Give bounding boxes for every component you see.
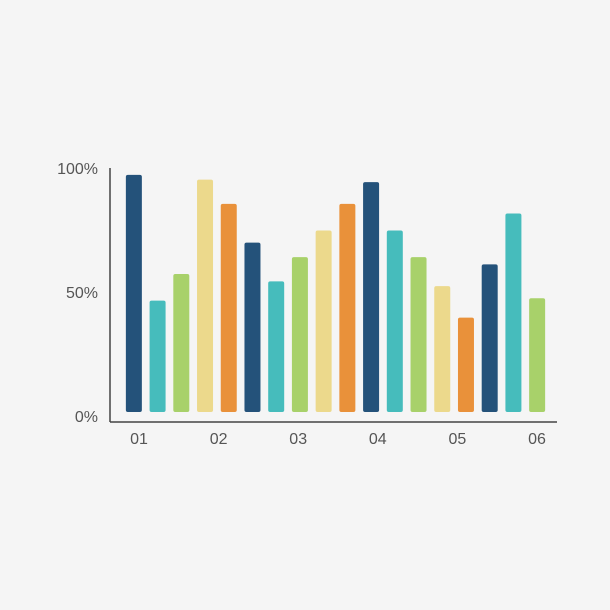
bar (220, 203, 237, 412)
bar (149, 300, 166, 412)
bar (268, 281, 285, 412)
y-tick-label: 100% (57, 161, 98, 178)
bar (410, 257, 427, 412)
bar (291, 257, 308, 412)
bar (481, 264, 498, 412)
x-tick-label: 05 (449, 431, 467, 448)
bar (315, 230, 332, 412)
bar (197, 179, 214, 412)
bar (386, 230, 403, 412)
y-tick-label: 50% (66, 285, 98, 302)
x-tick-label: 04 (369, 431, 387, 448)
y-tick-label: 0% (75, 409, 98, 426)
bar (339, 203, 356, 412)
x-tick-label: 01 (130, 431, 148, 448)
bar (173, 274, 190, 412)
x-tick-label: 06 (528, 431, 546, 448)
x-tick-label: 03 (289, 431, 307, 448)
bar (434, 286, 451, 412)
bar (244, 242, 261, 412)
bar (505, 213, 522, 412)
bar (457, 317, 474, 412)
x-tick-label: 02 (210, 431, 228, 448)
bar (529, 298, 546, 412)
bar (363, 182, 380, 412)
bar (125, 174, 142, 412)
